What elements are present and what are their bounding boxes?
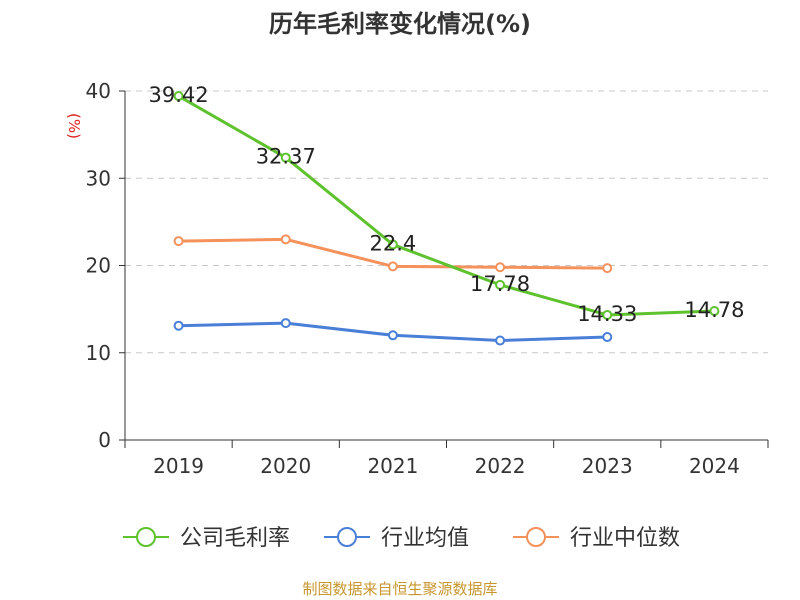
- legend-label: 公司毛利率: [180, 526, 290, 551]
- data-point: [495, 279, 506, 290]
- legend[interactable]: 公司毛利率 行业均值 行业中位数: [123, 526, 680, 551]
- series-layer: [173, 91, 720, 346]
- source-note: 制图数据来自恒生聚源数据库: [302, 580, 498, 598]
- x-tick-label: 2024: [689, 454, 740, 478]
- legend-label: 行业均值: [381, 526, 469, 551]
- data-point: [280, 234, 291, 245]
- chart-title: 历年毛利率变化情况(%): [269, 10, 531, 38]
- legend-item[interactable]: 行业中位数: [513, 526, 680, 551]
- data-point: [495, 262, 506, 273]
- data-label: 17.78: [470, 272, 530, 296]
- data-point: [602, 309, 613, 320]
- data-point: [709, 306, 720, 317]
- data-point: [602, 332, 613, 343]
- data-point: [495, 335, 506, 346]
- y-tick-label: 0: [98, 428, 111, 452]
- y-tick-label: 20: [86, 254, 111, 278]
- y-axis-label: (%): [65, 113, 83, 139]
- axis-layer: 0 10 20 30 40(%) 2019 2020 2021 2022 2023 2024: [65, 79, 769, 478]
- x-tick-label: 2019: [153, 454, 204, 478]
- data-point: [387, 261, 398, 272]
- data-label: 14.78: [684, 298, 744, 322]
- data-point: [387, 239, 398, 250]
- y-tick-label: 30: [86, 166, 111, 190]
- data-point: [280, 318, 291, 329]
- data-label: 39.42: [149, 83, 209, 107]
- data-label: 22.4: [370, 232, 417, 256]
- legend-item[interactable]: 公司毛利率: [123, 526, 290, 551]
- x-tick-label: 2023: [582, 454, 633, 478]
- data-point: [602, 263, 613, 274]
- label-layer: 39.42 32.37 22.4 17.78 14.33 14.78: [149, 83, 745, 326]
- y-tick-label: 40: [86, 79, 111, 103]
- x-tick-label: 2020: [260, 454, 311, 478]
- y-tick-label: 10: [86, 341, 111, 365]
- legend-label: 行业中位数: [570, 526, 680, 551]
- data-label: 14.33: [577, 302, 637, 326]
- data-point: [387, 330, 398, 341]
- legend-marker: [526, 527, 546, 547]
- legend-marker: [337, 527, 357, 547]
- x-tick-label: 2022: [475, 454, 526, 478]
- legend-item[interactable]: 行业均值: [324, 526, 469, 551]
- data-point: [280, 152, 291, 163]
- data-label: 32.37: [256, 145, 316, 169]
- data-point: [173, 320, 184, 331]
- legend-marker: [136, 527, 156, 547]
- data-point: [173, 91, 184, 102]
- series-line: [177, 94, 715, 317]
- data-point: [173, 236, 184, 247]
- x-tick-label: 2021: [367, 454, 418, 478]
